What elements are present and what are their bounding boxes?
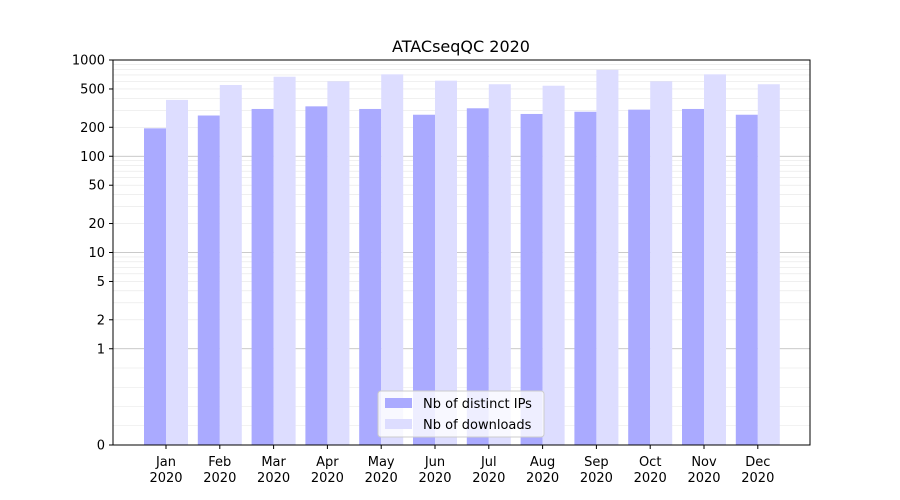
x-tick-label: Jan 2020: [149, 455, 182, 486]
bar-downloads: [219, 84, 242, 446]
x-tick-label: May 2020: [365, 455, 398, 486]
bar-downloads: [650, 81, 673, 446]
bar-distinct-ips: [735, 114, 758, 446]
bar-distinct-ips: [305, 106, 328, 446]
x-tick-label: Aug 2020: [526, 455, 559, 486]
legend-box: [377, 390, 545, 438]
bar-distinct-ips: [574, 111, 597, 445]
bar-downloads: [166, 99, 188, 445]
bar-distinct-ips: [251, 108, 274, 446]
y-tick-labels: 0 1 2 5 10 20 50 100 200 500 1000: [72, 54, 105, 454]
bar-downloads: [381, 74, 404, 446]
x-tick-label: Apr 2020: [311, 455, 344, 486]
bar-distinct-ips: [466, 108, 489, 446]
y-tick-label: 1: [97, 342, 105, 357]
x-tick-label: Dec 2020: [741, 455, 774, 486]
x-tick-label: Sep 2020: [580, 455, 613, 486]
bar-downloads: [488, 84, 511, 445]
y-tick-label: 20: [88, 217, 105, 232]
x-tick-label: Oct 2020: [634, 455, 667, 486]
bar-downloads: [273, 76, 296, 446]
chart-title: ATACseqQC 2020: [392, 37, 530, 56]
y-tick-label: 10: [88, 246, 105, 261]
bar-downloads: [542, 85, 565, 445]
bar-distinct-ips: [413, 114, 435, 446]
y-tick-label: 2: [97, 313, 105, 328]
y-tick-label: 0: [97, 439, 105, 454]
legend-label: Nb of distinct IPs: [423, 397, 532, 412]
bar-downloads: [757, 84, 780, 445]
legend: Nb of distinct IPs Nb of downloads: [377, 390, 545, 438]
y-tick-label: 5: [97, 275, 105, 290]
y-tick-label: 500: [80, 82, 105, 97]
legend-label: Nb of downloads: [423, 418, 532, 433]
x-tick-label: Feb 2020: [203, 455, 236, 486]
x-tick-label: Jun 2020: [418, 455, 451, 486]
bars: [144, 69, 780, 446]
y-tick-label: 200: [80, 121, 105, 136]
bar-distinct-ips: [682, 108, 704, 446]
bar-distinct-ips: [197, 115, 220, 446]
bar-distinct-ips: [628, 109, 651, 445]
y-tick-label: 100: [80, 150, 105, 165]
x-tick-label: Mar 2020: [257, 455, 290, 486]
bar-downloads: [327, 81, 350, 446]
y-tick-label: 50: [88, 179, 105, 194]
bar-distinct-ips: [359, 108, 382, 446]
bar-downloads: [704, 74, 726, 446]
bar-distinct-ips: [144, 128, 166, 445]
x-tick-labels: Jan 2020 Feb 2020 Mar 2020 Apr 2020 May 2020 Jun 20…: [149, 455, 774, 486]
bar-distinct-ips: [520, 113, 543, 445]
bar-downloads: [596, 69, 619, 445]
bar-downloads: [435, 80, 457, 446]
legend-swatch: [385, 398, 412, 408]
x-tick-label: Jul 2020: [472, 455, 505, 486]
x-tick-label: Nov 2020: [687, 455, 720, 486]
legend-swatch: [385, 419, 412, 429]
y-tick-label: 1000: [72, 54, 105, 69]
axes: [109, 59, 811, 449]
